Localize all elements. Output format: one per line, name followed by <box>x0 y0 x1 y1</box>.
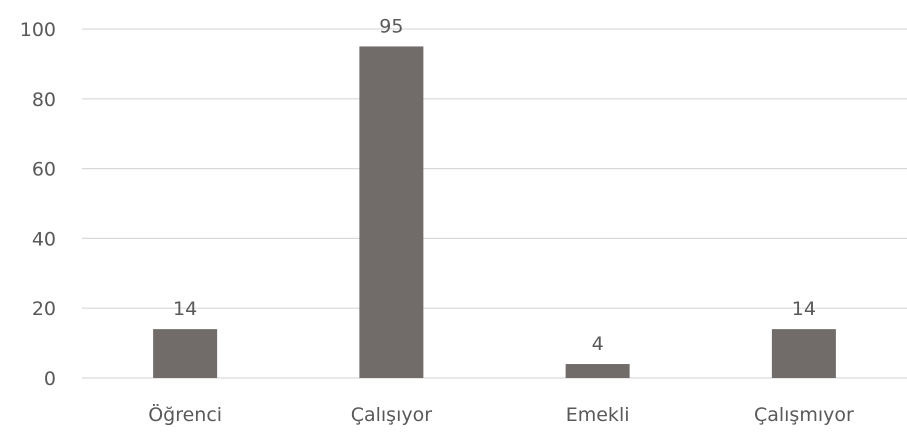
x-category-label: Çalışmıyor <box>754 404 854 426</box>
y-tick-label: 60 <box>32 159 56 181</box>
data-label: 14 <box>792 298 816 320</box>
data-label: 4 <box>592 333 604 355</box>
x-category-label: Çalışıyor <box>351 404 433 426</box>
data-labels: 14 95 4 14 <box>173 15 816 355</box>
bar-1 <box>359 46 424 378</box>
data-label: 95 <box>379 15 403 37</box>
y-tick-label: 0 <box>44 368 56 390</box>
x-axis-categories: Öğrenci Çalışıyor Emekli Çalışmıyor <box>148 403 854 426</box>
x-category-label: Emekli <box>566 404 630 426</box>
bar-3 <box>771 329 836 378</box>
y-tick-label: 40 <box>32 228 56 250</box>
bars <box>153 46 836 378</box>
bar-0 <box>153 329 218 378</box>
y-tick-label: 80 <box>32 89 56 111</box>
data-label: 14 <box>173 298 197 320</box>
bar-2 <box>565 364 630 378</box>
y-tick-label: 20 <box>32 298 56 320</box>
gridlines <box>82 28 907 379</box>
y-axis-ticks: 0 20 40 60 80 100 <box>20 19 56 390</box>
x-category-label: Öğrenci <box>148 403 222 426</box>
y-tick-label: 100 <box>20 19 56 41</box>
